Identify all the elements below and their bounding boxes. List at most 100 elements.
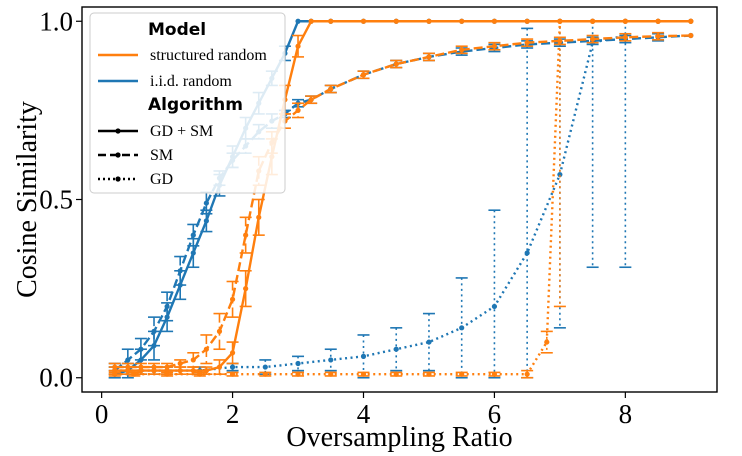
data-point	[328, 18, 334, 24]
data-point	[590, 36, 596, 42]
series-structured-random-sm	[108, 31, 694, 372]
x-tick-label-4: 8	[619, 399, 633, 429]
data-point	[622, 18, 628, 24]
legend: Model structured random i.i.d. random Al…	[89, 12, 286, 194]
legend-algorithm-title: Algorithm	[148, 95, 243, 115]
data-point	[295, 360, 301, 367]
y-tick-label-0: 0.0	[39, 363, 73, 393]
data-point	[360, 18, 367, 24]
data-point	[524, 40, 530, 46]
data-point	[164, 371, 170, 377]
data-point	[459, 47, 465, 53]
x-tick-label-0: 0	[95, 399, 109, 429]
y-tick-label-2: 1.0	[39, 6, 73, 36]
data-point	[328, 86, 334, 92]
data-point	[544, 339, 550, 345]
data-point	[622, 34, 628, 40]
data-point	[360, 371, 367, 377]
data-point	[203, 346, 209, 352]
error-bar	[390, 327, 403, 372]
data-point	[590, 18, 596, 24]
ticks-layer: 0 2 4 6 8 0.0 0.5 1.0	[39, 6, 632, 429]
legend-gd-label: GD	[150, 171, 173, 188]
data-point	[164, 314, 170, 320]
data-point	[203, 200, 209, 206]
data-point	[426, 339, 432, 345]
legend-iid-random-label: i.i.d. random	[150, 73, 232, 90]
data-point	[308, 18, 314, 24]
data-point	[295, 43, 301, 49]
data-point	[688, 32, 694, 39]
data-point	[688, 18, 694, 24]
legend-gd-sm-swatch	[98, 128, 138, 134]
data-point	[177, 368, 183, 374]
data-point	[256, 214, 262, 220]
series-line	[114, 20, 691, 372]
y-tick-label-1: 0.5	[39, 185, 73, 215]
series-structured-random-gd	[108, 18, 694, 379]
data-point	[229, 350, 236, 356]
x-tick-label-1: 2	[226, 399, 240, 429]
data-point	[203, 218, 209, 224]
y-axis-label: Cosine Similarity	[12, 101, 43, 298]
data-point	[491, 43, 498, 49]
data-point	[262, 364, 268, 370]
series-line	[114, 34, 691, 369]
legend-gd-sm-label: GD + SM	[150, 123, 213, 140]
data-point	[164, 303, 170, 310]
series-line	[113, 34, 691, 372]
series-line	[114, 20, 691, 376]
data-point	[262, 371, 268, 377]
data-point	[216, 328, 223, 334]
data-point	[190, 232, 196, 238]
data-point	[177, 360, 183, 367]
data-point	[216, 364, 223, 370]
data-point	[197, 371, 203, 377]
data-point	[229, 364, 236, 370]
data-point	[190, 250, 196, 256]
error-bar	[553, 20, 566, 308]
legend-sm-swatch	[98, 152, 138, 158]
data-point	[112, 364, 118, 370]
x-tick-label-3: 6	[488, 399, 502, 429]
error-bar	[540, 330, 553, 354]
data-point	[426, 371, 432, 377]
error-bar	[357, 334, 370, 379]
data-point	[328, 357, 334, 363]
data-point	[459, 18, 465, 24]
x-tick-label-2: 4	[357, 399, 371, 429]
data-point	[426, 54, 432, 60]
data-point	[655, 33, 661, 39]
data-point	[557, 38, 563, 44]
data-point	[151, 328, 157, 334]
error-bar	[586, 20, 599, 269]
data-point	[243, 232, 249, 238]
data-point	[112, 371, 118, 377]
error-bar	[134, 337, 147, 361]
data-point	[393, 18, 399, 24]
data-point	[524, 18, 530, 24]
data-point	[491, 303, 498, 310]
data-point	[393, 61, 399, 67]
legend-model-title: Model	[148, 20, 206, 40]
data-point	[164, 364, 170, 370]
data-point	[655, 18, 661, 24]
data-point	[557, 18, 563, 24]
data-point	[131, 371, 137, 377]
data-point	[243, 286, 249, 292]
data-point	[393, 371, 399, 377]
error-bar	[488, 209, 501, 379]
data-point	[177, 268, 183, 274]
error-bar	[619, 20, 632, 269]
data-point	[459, 325, 465, 331]
legend-box	[89, 12, 286, 194]
error-bar	[521, 27, 534, 379]
data-point	[491, 371, 498, 377]
error-bar	[324, 348, 337, 372]
data-point	[151, 364, 157, 370]
data-point	[557, 171, 563, 178]
data-point	[524, 250, 530, 256]
data-point	[138, 364, 144, 370]
data-point	[125, 357, 131, 363]
data-point	[295, 107, 301, 113]
